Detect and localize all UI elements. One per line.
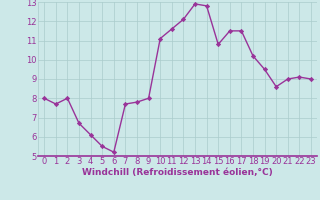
X-axis label: Windchill (Refroidissement éolien,°C): Windchill (Refroidissement éolien,°C) xyxy=(82,168,273,177)
